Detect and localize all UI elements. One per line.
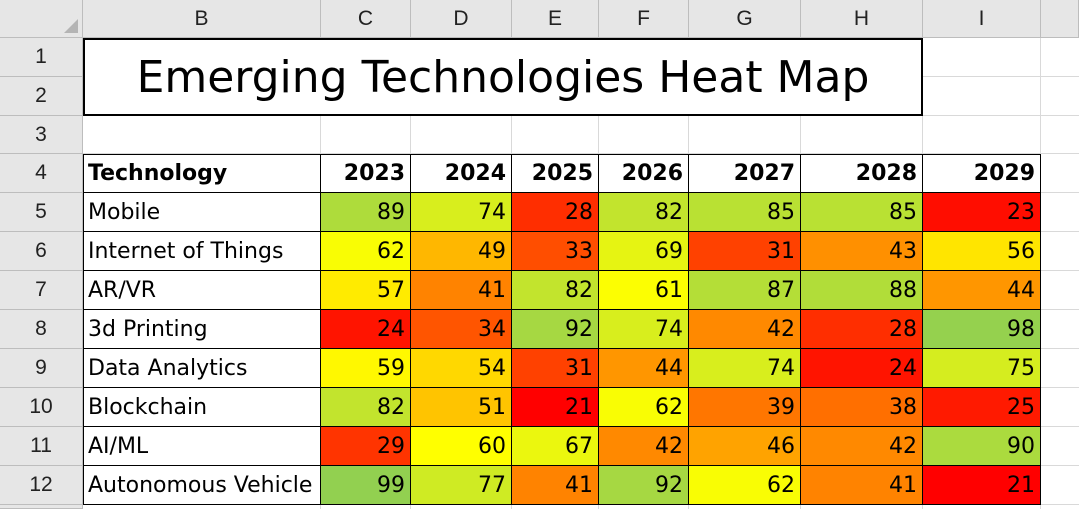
- column-header-c[interactable]: C: [321, 0, 411, 38]
- column-header-f[interactable]: F: [599, 0, 689, 38]
- heat-cell[interactable]: 62: [599, 388, 689, 427]
- technology-name[interactable]: Internet of Things: [83, 232, 321, 271]
- heat-cell[interactable]: 39: [689, 388, 801, 427]
- gridline-horizontal: [83, 153, 1079, 154]
- row-header-9[interactable]: 9: [0, 349, 83, 388]
- heat-cell[interactable]: 41: [801, 466, 923, 505]
- heat-cell[interactable]: 49: [411, 232, 512, 271]
- column-header-g[interactable]: G: [689, 0, 801, 38]
- row-header-12[interactable]: 12: [0, 466, 83, 505]
- table-header-technology[interactable]: Technology: [83, 154, 321, 193]
- heat-cell[interactable]: 74: [689, 349, 801, 388]
- technology-name[interactable]: AR/VR: [83, 271, 321, 310]
- table-header-year-2026[interactable]: 2026: [599, 154, 689, 193]
- heat-cell[interactable]: 44: [923, 271, 1041, 310]
- heat-cell[interactable]: 29: [321, 427, 411, 466]
- heat-cell[interactable]: 46: [689, 427, 801, 466]
- heat-cell[interactable]: 24: [321, 310, 411, 349]
- table-header-year-2024[interactable]: 2024: [411, 154, 512, 193]
- row-header-6[interactable]: 6: [0, 232, 83, 271]
- heat-cell[interactable]: 74: [599, 310, 689, 349]
- column-header-b[interactable]: B: [83, 0, 321, 38]
- column-header-e[interactable]: E: [512, 0, 599, 38]
- heat-cell[interactable]: 62: [689, 466, 801, 505]
- heat-cell[interactable]: 82: [599, 193, 689, 232]
- heat-cell[interactable]: 41: [411, 271, 512, 310]
- heat-cell[interactable]: 31: [512, 349, 599, 388]
- heat-cell[interactable]: 75: [923, 349, 1041, 388]
- heat-cell[interactable]: 74: [411, 193, 512, 232]
- heat-cell[interactable]: 61: [599, 271, 689, 310]
- table-header-year-2027[interactable]: 2027: [689, 154, 801, 193]
- heat-cell[interactable]: 89: [321, 193, 411, 232]
- table-header-year-2029[interactable]: 2029: [923, 154, 1041, 193]
- heat-cell[interactable]: 42: [599, 427, 689, 466]
- heat-cell[interactable]: 88: [801, 271, 923, 310]
- heat-cell[interactable]: 67: [512, 427, 599, 466]
- heat-cell[interactable]: 21: [512, 388, 599, 427]
- sheet-title[interactable]: Emerging Technologies Heat Map: [83, 38, 923, 116]
- heat-cell[interactable]: 59: [321, 349, 411, 388]
- heat-cell[interactable]: 69: [599, 232, 689, 271]
- heat-cell[interactable]: 77: [411, 466, 512, 505]
- heat-cell[interactable]: 56: [923, 232, 1041, 271]
- heat-cell[interactable]: 25: [923, 388, 1041, 427]
- heat-cell[interactable]: 82: [512, 271, 599, 310]
- heat-cell[interactable]: 92: [512, 310, 599, 349]
- row-header-2[interactable]: 2: [0, 77, 83, 116]
- heat-cell[interactable]: 31: [689, 232, 801, 271]
- heat-cell[interactable]: 44: [599, 349, 689, 388]
- row-header-3[interactable]: 3: [0, 116, 83, 154]
- heat-cell[interactable]: 98: [923, 310, 1041, 349]
- row-header-10[interactable]: 10: [0, 388, 83, 427]
- row-header-8[interactable]: 8: [0, 310, 83, 349]
- column-header-filler: [1041, 0, 1079, 38]
- technology-name[interactable]: Blockchain: [83, 388, 321, 427]
- heat-cell[interactable]: 54: [411, 349, 512, 388]
- column-header-h[interactable]: H: [801, 0, 923, 38]
- column-header-d[interactable]: D: [411, 0, 512, 38]
- table-header-year-2028[interactable]: 2028: [801, 154, 923, 193]
- row-header-1[interactable]: 1: [0, 38, 83, 77]
- technology-name[interactable]: Autonomous Vehicle: [83, 466, 321, 505]
- heat-cell[interactable]: 82: [321, 388, 411, 427]
- technology-name[interactable]: Data Analytics: [83, 349, 321, 388]
- heat-cell[interactable]: 33: [512, 232, 599, 271]
- heat-cell[interactable]: 42: [801, 427, 923, 466]
- technology-name[interactable]: AI/ML: [83, 427, 321, 466]
- select-all-corner[interactable]: [0, 0, 83, 38]
- heat-cell[interactable]: 57: [321, 271, 411, 310]
- select-all-triangle-icon: [64, 19, 78, 33]
- heat-cell[interactable]: 60: [411, 427, 512, 466]
- heat-cell[interactable]: 99: [321, 466, 411, 505]
- heat-cell[interactable]: 42: [689, 310, 801, 349]
- technology-name[interactable]: Mobile: [83, 193, 321, 232]
- heat-cell[interactable]: 24: [801, 349, 923, 388]
- heat-cell[interactable]: 28: [801, 310, 923, 349]
- table-header-year-2025[interactable]: 2025: [512, 154, 599, 193]
- row-header-4[interactable]: 4: [0, 154, 83, 193]
- heat-cell[interactable]: 87: [689, 271, 801, 310]
- heat-cell[interactable]: 38: [801, 388, 923, 427]
- heat-cell[interactable]: 23: [923, 193, 1041, 232]
- heat-cell[interactable]: 41: [512, 466, 599, 505]
- heat-cell[interactable]: 62: [321, 232, 411, 271]
- heat-cell[interactable]: 90: [923, 427, 1041, 466]
- heat-cell[interactable]: 28: [512, 193, 599, 232]
- row-header-5[interactable]: 5: [0, 193, 83, 232]
- heat-cell[interactable]: 85: [801, 193, 923, 232]
- heat-cell[interactable]: 85: [689, 193, 801, 232]
- table-header-year-2023[interactable]: 2023: [321, 154, 411, 193]
- heat-cell[interactable]: 43: [801, 232, 923, 271]
- column-header-i[interactable]: I: [923, 0, 1041, 38]
- heat-cell[interactable]: 21: [923, 466, 1041, 505]
- row-header-filler: [0, 505, 83, 509]
- row-header-7[interactable]: 7: [0, 271, 83, 310]
- heat-cell[interactable]: 34: [411, 310, 512, 349]
- heat-cell[interactable]: 92: [599, 466, 689, 505]
- row-header-11[interactable]: 11: [0, 427, 83, 466]
- heat-cell[interactable]: 51: [411, 388, 512, 427]
- technology-name[interactable]: 3d Printing: [83, 310, 321, 349]
